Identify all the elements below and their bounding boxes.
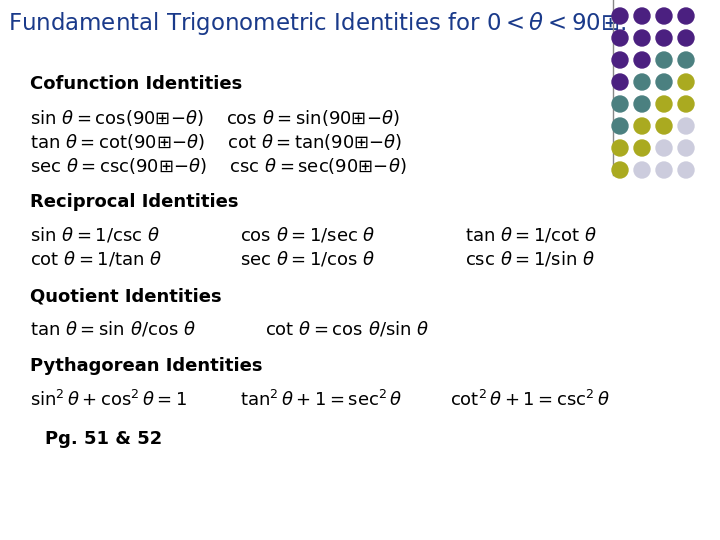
Circle shape — [612, 118, 628, 134]
Circle shape — [612, 74, 628, 90]
Circle shape — [678, 118, 694, 134]
Circle shape — [612, 30, 628, 46]
Circle shape — [634, 52, 650, 68]
Circle shape — [678, 8, 694, 24]
Text: $\tan^2\theta + 1 = \sec^2\theta$: $\tan^2\theta + 1 = \sec^2\theta$ — [240, 390, 402, 410]
Text: $\sin\,\theta = \cos(90$⊞$- \theta)$    $\cos\,\theta = \sin(90$⊞$- \theta)$: $\sin\,\theta = \cos(90$⊞$- \theta)$ $\c… — [30, 108, 400, 128]
Circle shape — [656, 52, 672, 68]
Text: $\tan\,\theta = \cot(90$⊞$- \theta)$    $\cot\,\theta = \tan(90$⊞$- \theta)$: $\tan\,\theta = \cot(90$⊞$- \theta)$ $\c… — [30, 132, 402, 152]
Circle shape — [656, 96, 672, 112]
Circle shape — [634, 74, 650, 90]
Circle shape — [612, 162, 628, 178]
Circle shape — [656, 74, 672, 90]
Circle shape — [612, 96, 628, 112]
Text: $\sec\,\theta = \csc(90$⊞$- \theta)$    $\csc\,\theta = \sec(90$⊞$- \theta)$: $\sec\,\theta = \csc(90$⊞$- \theta)$ $\c… — [30, 156, 407, 176]
Circle shape — [634, 118, 650, 134]
Text: Fundamental Trigonometric Identities for $0 < \theta < 90$⊞.: Fundamental Trigonometric Identities for… — [8, 10, 626, 37]
Text: $\sin^2\theta + \cos^2\theta = 1$: $\sin^2\theta + \cos^2\theta = 1$ — [30, 390, 187, 410]
Circle shape — [678, 140, 694, 156]
Circle shape — [634, 96, 650, 112]
Circle shape — [612, 140, 628, 156]
Text: Pg. 51 & 52: Pg. 51 & 52 — [45, 430, 162, 448]
Circle shape — [656, 118, 672, 134]
Text: Cofunction Identities: Cofunction Identities — [30, 75, 242, 93]
Text: $\cos\,\theta = 1/\sec\,\theta$: $\cos\,\theta = 1/\sec\,\theta$ — [240, 226, 376, 245]
Circle shape — [634, 30, 650, 46]
Text: $\tan\,\theta = 1/\cot\,\theta$: $\tan\,\theta = 1/\cot\,\theta$ — [465, 226, 598, 245]
Circle shape — [656, 162, 672, 178]
Text: $\cot^2\theta + 1 = \csc^2\theta$: $\cot^2\theta + 1 = \csc^2\theta$ — [450, 390, 610, 410]
Circle shape — [634, 8, 650, 24]
Circle shape — [656, 30, 672, 46]
Circle shape — [678, 52, 694, 68]
Text: Quotient Identities: Quotient Identities — [30, 287, 222, 305]
Text: $\tan\,\theta = \sin\,\theta/\cos\,\theta$: $\tan\,\theta = \sin\,\theta/\cos\,\thet… — [30, 320, 196, 339]
Circle shape — [678, 162, 694, 178]
Text: $\cot\,\theta = 1/\tan\,\theta$: $\cot\,\theta = 1/\tan\,\theta$ — [30, 250, 163, 269]
Circle shape — [634, 140, 650, 156]
Text: $\csc\,\theta = 1/\sin\,\theta$: $\csc\,\theta = 1/\sin\,\theta$ — [465, 250, 595, 269]
Text: $\sec\,\theta = 1/\cos\,\theta$: $\sec\,\theta = 1/\cos\,\theta$ — [240, 250, 376, 269]
Circle shape — [612, 8, 628, 24]
Text: $\sin\,\theta = 1/\csc\,\theta$: $\sin\,\theta = 1/\csc\,\theta$ — [30, 226, 160, 245]
Text: Reciprocal Identities: Reciprocal Identities — [30, 193, 238, 211]
Circle shape — [678, 74, 694, 90]
Circle shape — [656, 140, 672, 156]
Circle shape — [678, 96, 694, 112]
Text: Pythagorean Identities: Pythagorean Identities — [30, 357, 263, 375]
Circle shape — [612, 52, 628, 68]
Circle shape — [656, 8, 672, 24]
Text: $\cot\,\theta = \cos\,\theta/\sin\,\theta$: $\cot\,\theta = \cos\,\theta/\sin\,\thet… — [265, 320, 429, 339]
Circle shape — [678, 30, 694, 46]
Circle shape — [634, 162, 650, 178]
